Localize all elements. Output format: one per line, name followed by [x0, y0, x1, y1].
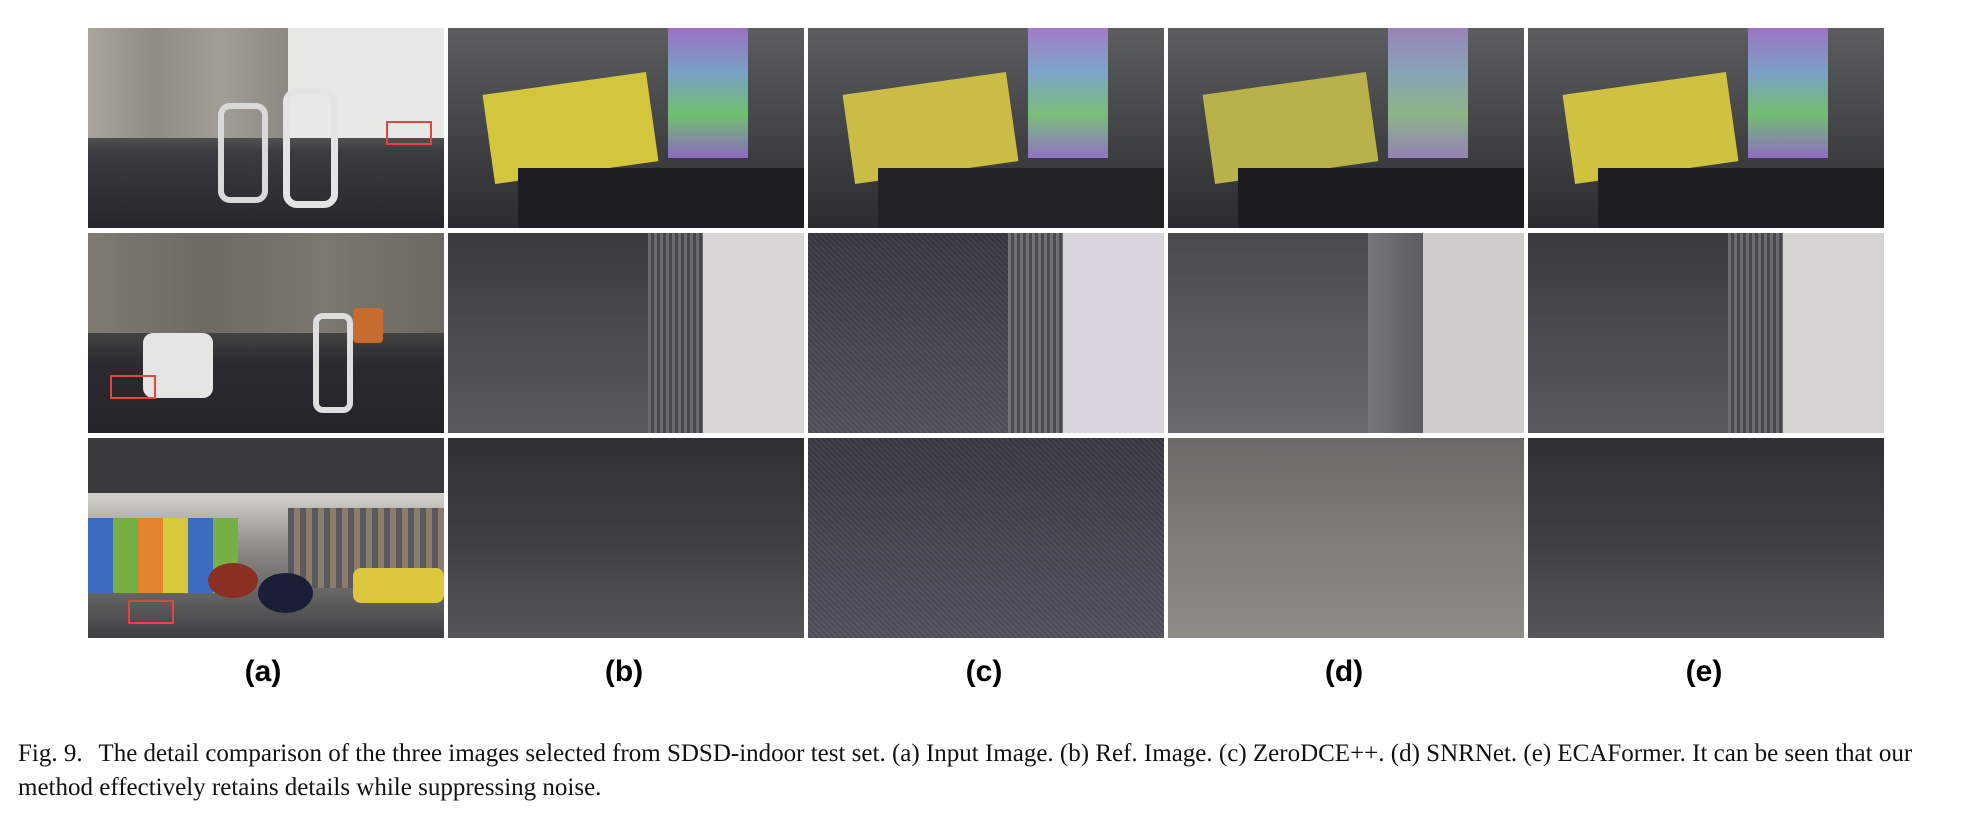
dark-box: [878, 168, 1164, 228]
purple-cube: [1748, 28, 1828, 158]
panel-label-b: (b): [604, 655, 644, 688]
row2-zerodce-image: [808, 233, 1164, 433]
dark-box: [1598, 168, 1884, 228]
row2-snrnet-image: [1168, 233, 1524, 433]
chair: [283, 88, 338, 208]
bean-bag: [258, 573, 313, 613]
chair-side: [703, 233, 804, 433]
highlight-box: [128, 600, 174, 624]
row3-zerodce-image: [808, 438, 1164, 638]
chair: [313, 313, 353, 413]
highlight-box: [386, 121, 432, 145]
yellow-sofa: [353, 568, 444, 603]
dark-box: [1238, 168, 1524, 228]
purple-cube: [1388, 28, 1468, 158]
row2-ref-image: [448, 233, 804, 433]
orange-cushion: [353, 308, 383, 343]
dark-box: [518, 168, 804, 228]
row1-ecaformer-image: [1528, 28, 1884, 228]
chair-leg: [648, 233, 708, 433]
window-blinds: [88, 233, 444, 333]
chair-leg: [1368, 233, 1428, 433]
window-blinds: [88, 28, 288, 138]
panel-label-a: (a): [244, 655, 282, 688]
bean-bag: [208, 563, 258, 598]
chair-side: [1423, 233, 1524, 433]
purple-cube: [668, 28, 748, 158]
figure-caption: Fig. 9. The detail comparison of the thr…: [18, 737, 1953, 805]
chair-side: [1063, 233, 1164, 433]
caption-text: The detail comparison of the three image…: [18, 740, 1913, 801]
figure-number: Fig. 9.: [18, 740, 83, 767]
chair-leg: [1728, 233, 1788, 433]
panel-label-c: (c): [965, 655, 1003, 688]
row3-input-image: [88, 438, 444, 638]
row3-ecaformer-image: [1528, 438, 1884, 638]
row1-ref-image: [448, 28, 804, 228]
panel-label-e: (e): [1685, 655, 1723, 688]
row3-ref-image: [448, 438, 804, 638]
chair: [218, 103, 268, 203]
row2-input-image: [88, 233, 444, 433]
row3-snrnet-image: [1168, 438, 1524, 638]
row2-ecaformer-image: [1528, 233, 1884, 433]
panel-label-d: (d): [1324, 655, 1364, 688]
highlight-box: [110, 375, 156, 399]
chair-side: [1783, 233, 1884, 433]
wall: [288, 28, 444, 138]
purple-cube: [1028, 28, 1108, 158]
ceiling: [88, 438, 444, 493]
row1-input-image: [88, 28, 444, 228]
row1-snrnet-image: [1168, 28, 1524, 228]
row1-zerodce-image: [808, 28, 1164, 228]
chair-leg: [1008, 233, 1068, 433]
